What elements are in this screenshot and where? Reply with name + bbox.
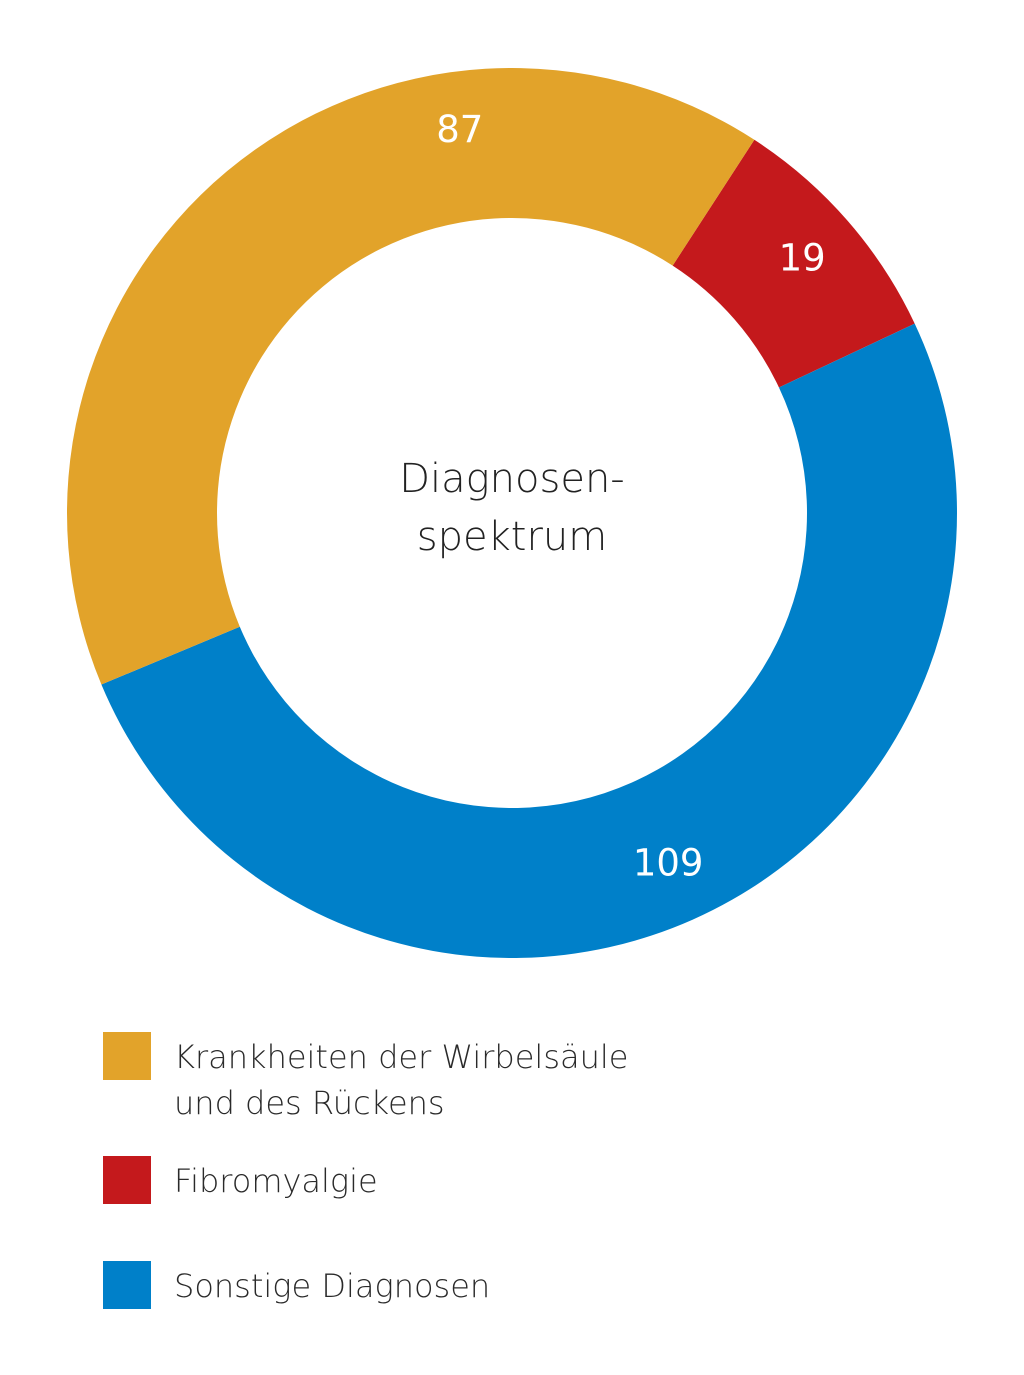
legend-label-line-2: und des Rückens (174, 1084, 445, 1122)
slice-label-wirbelsaeule: 87 (436, 108, 483, 151)
donut-slices (66, 67, 958, 959)
slice-labels: 19 109 87 (436, 108, 825, 884)
legend-label-line-1: Fibromyalgie (174, 1162, 378, 1200)
legend-label-line-1: Krankheiten der Wirbelsäule (174, 1038, 629, 1076)
legend-swatch-sonstige (103, 1261, 151, 1309)
legend-swatch-fibromyalgie (103, 1156, 151, 1204)
legend-label-sonstige: Sonstige Diagnosen (174, 1263, 714, 1309)
slice-label-fibromyalgie: 19 (779, 236, 826, 279)
center-label-line-1: Diagnosen- (399, 456, 625, 502)
slice-label-sonstige: 109 (633, 841, 704, 884)
center-label-line-2: spektrum (417, 514, 607, 560)
slice-fibromyalgie (672, 139, 915, 388)
legend-label-wirbelsaeule: Krankheiten der Wirbelsäule und des Rück… (174, 1034, 714, 1126)
legend-label-fibromyalgie: Fibromyalgie (174, 1158, 714, 1204)
legend-label-line-1: Sonstige Diagnosen (174, 1267, 491, 1305)
slice-wirbelsaeule (66, 67, 755, 685)
legend-swatch-wirbelsaeule (103, 1032, 151, 1080)
slice-sonstige (101, 323, 958, 959)
donut-chart: 19 109 87 Diagnosen- spektrum (66, 67, 958, 959)
